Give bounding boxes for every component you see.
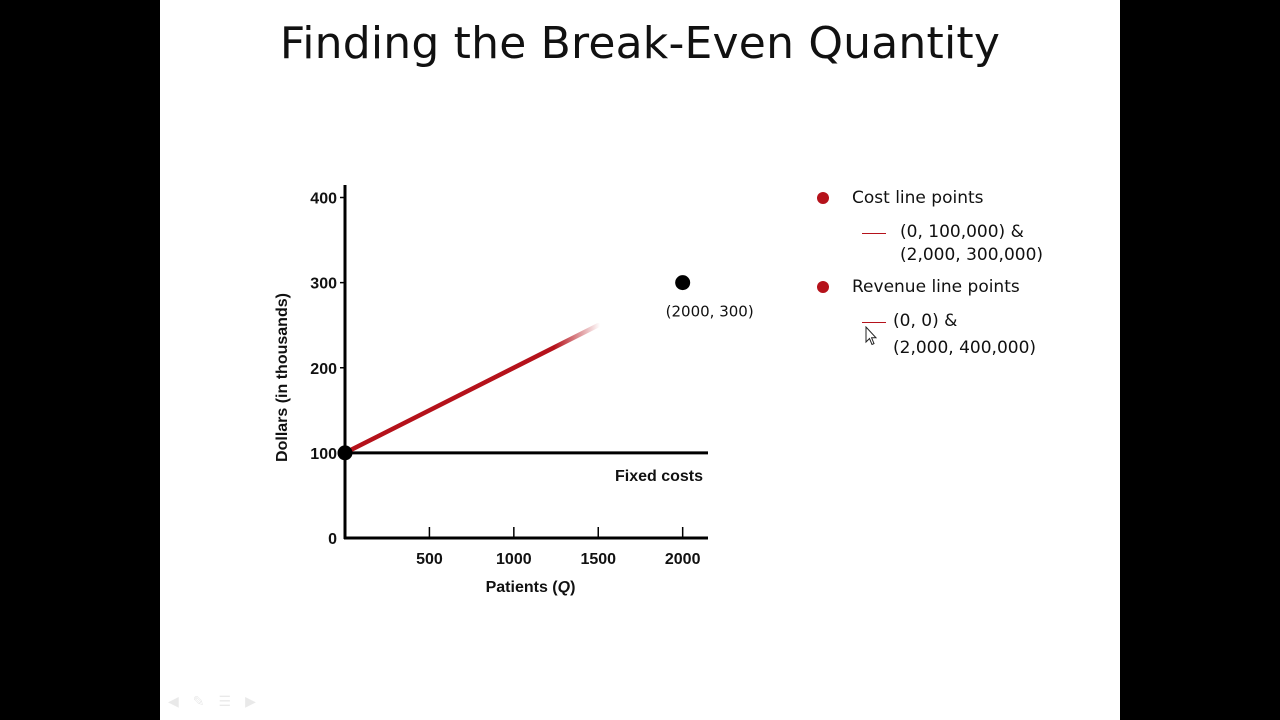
next-slide-icon[interactable]: ▶ [245,693,256,709]
revenue-legend-detail-2: (2,000, 400,000) [893,338,1037,358]
break-even-chart: 0 100 200 300 400 500 1000 1500 2000 Patients (Q)… [274,185,754,596]
x-tick-label: 1500 [580,551,616,568]
cost-legend-detail-1: (0, 100,000) & [900,222,1024,242]
y-tick-label: 200 [310,361,337,378]
cost-legend-detail-2: (2,000, 300,000) [900,245,1044,265]
x-tick-label: 2000 [665,551,701,568]
x-tick-label: 1000 [496,551,532,568]
cost-legend-bullet [817,192,829,204]
slideshow-nav-controls[interactable]: ◀ ✎ ☰ ▶ [168,693,256,710]
revenue-legend-heading: Revenue line points [852,277,1020,297]
revenue-legend-dash [862,322,886,323]
pen-tool-icon[interactable]: ✎ [192,693,205,709]
fixed-costs-label: Fixed costs [615,468,703,485]
slide-menu-icon[interactable]: ☰ [218,693,232,709]
x-axis-label: Patients (Q) [486,579,576,596]
y-tick-label: 100 [310,446,337,463]
previous-slide-icon[interactable]: ◀ [168,693,179,709]
slide: Finding the Break-Even Quantity 0 100 200 3… [160,0,1120,720]
origin-cost-marker [337,445,353,461]
y-tick-label: 0 [328,531,337,548]
y-tick-label: 300 [310,276,337,293]
revenue-legend-bullet [817,281,829,293]
revenue-legend-detail-1: (0, 0) & [893,311,958,331]
cost-end-marker [675,275,691,291]
cost-end-label: (2000, 300) [666,303,754,321]
slide-title: Finding the Break-Even Quantity [279,18,1001,69]
cost-legend-heading: Cost line points [852,188,984,208]
mouse-pointer-icon [865,326,877,346]
cost-legend-dash [862,233,886,234]
y-tick-label: 400 [310,191,337,208]
x-tick-label: 500 [416,551,443,568]
y-axis-label: Dollars (in thousands) [274,293,291,462]
cost-line-partial [342,322,601,456]
